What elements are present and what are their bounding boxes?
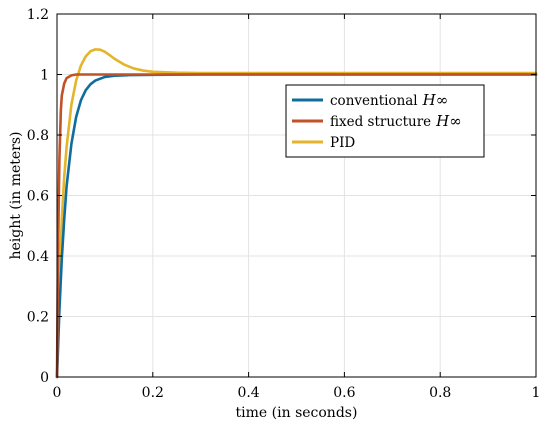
legend-math-symbol: H∞ bbox=[435, 112, 462, 130]
axis-tick-labels: 0 0.2 0.4 0.6 0.8 1 0 0.2 0.4 0.6 0.8 1 1.2 bbox=[27, 7, 541, 401]
series-line-1 bbox=[55, 73, 538, 379]
y-tick-label: 1.2 bbox=[27, 7, 49, 23]
y-axis-label: height (in meters) bbox=[8, 131, 24, 259]
y-tick-label: 1 bbox=[40, 68, 49, 84]
x-tick-label: 1 bbox=[532, 385, 541, 401]
y-tick-label: 0 bbox=[40, 370, 49, 386]
x-tick-label: 0.4 bbox=[237, 385, 259, 401]
x-tick-label: 0.8 bbox=[429, 385, 451, 401]
legend-entry-label: conventional H∞ bbox=[330, 91, 448, 109]
series-lines bbox=[55, 48, 538, 379]
legend-math-symbol: H∞ bbox=[422, 91, 449, 109]
x-tick-label: 0.2 bbox=[142, 385, 164, 401]
legend-series-name: PID bbox=[330, 135, 355, 151]
y-tick-label: 0.4 bbox=[27, 249, 49, 265]
legend: conventional H∞fixed structure H∞PID bbox=[285, 84, 485, 158]
x-axis-label: time (in seconds) bbox=[236, 405, 358, 421]
y-tick-label: 0.2 bbox=[27, 310, 49, 326]
legend-entry-label: fixed structure H∞ bbox=[330, 112, 462, 130]
axis-ticks bbox=[56, 13, 537, 378]
grid bbox=[56, 13, 537, 378]
x-tick-label: 0 bbox=[53, 385, 62, 401]
y-tick-label: 0.8 bbox=[27, 128, 49, 144]
y-tick-label: 0.6 bbox=[27, 189, 49, 205]
legend-entry-label: PID bbox=[330, 135, 355, 151]
legend-series-name: fixed structure bbox=[330, 114, 431, 130]
series-line-2 bbox=[55, 48, 538, 379]
x-tick-label: 0.6 bbox=[333, 385, 355, 401]
legend-series-name: conventional bbox=[330, 93, 418, 109]
